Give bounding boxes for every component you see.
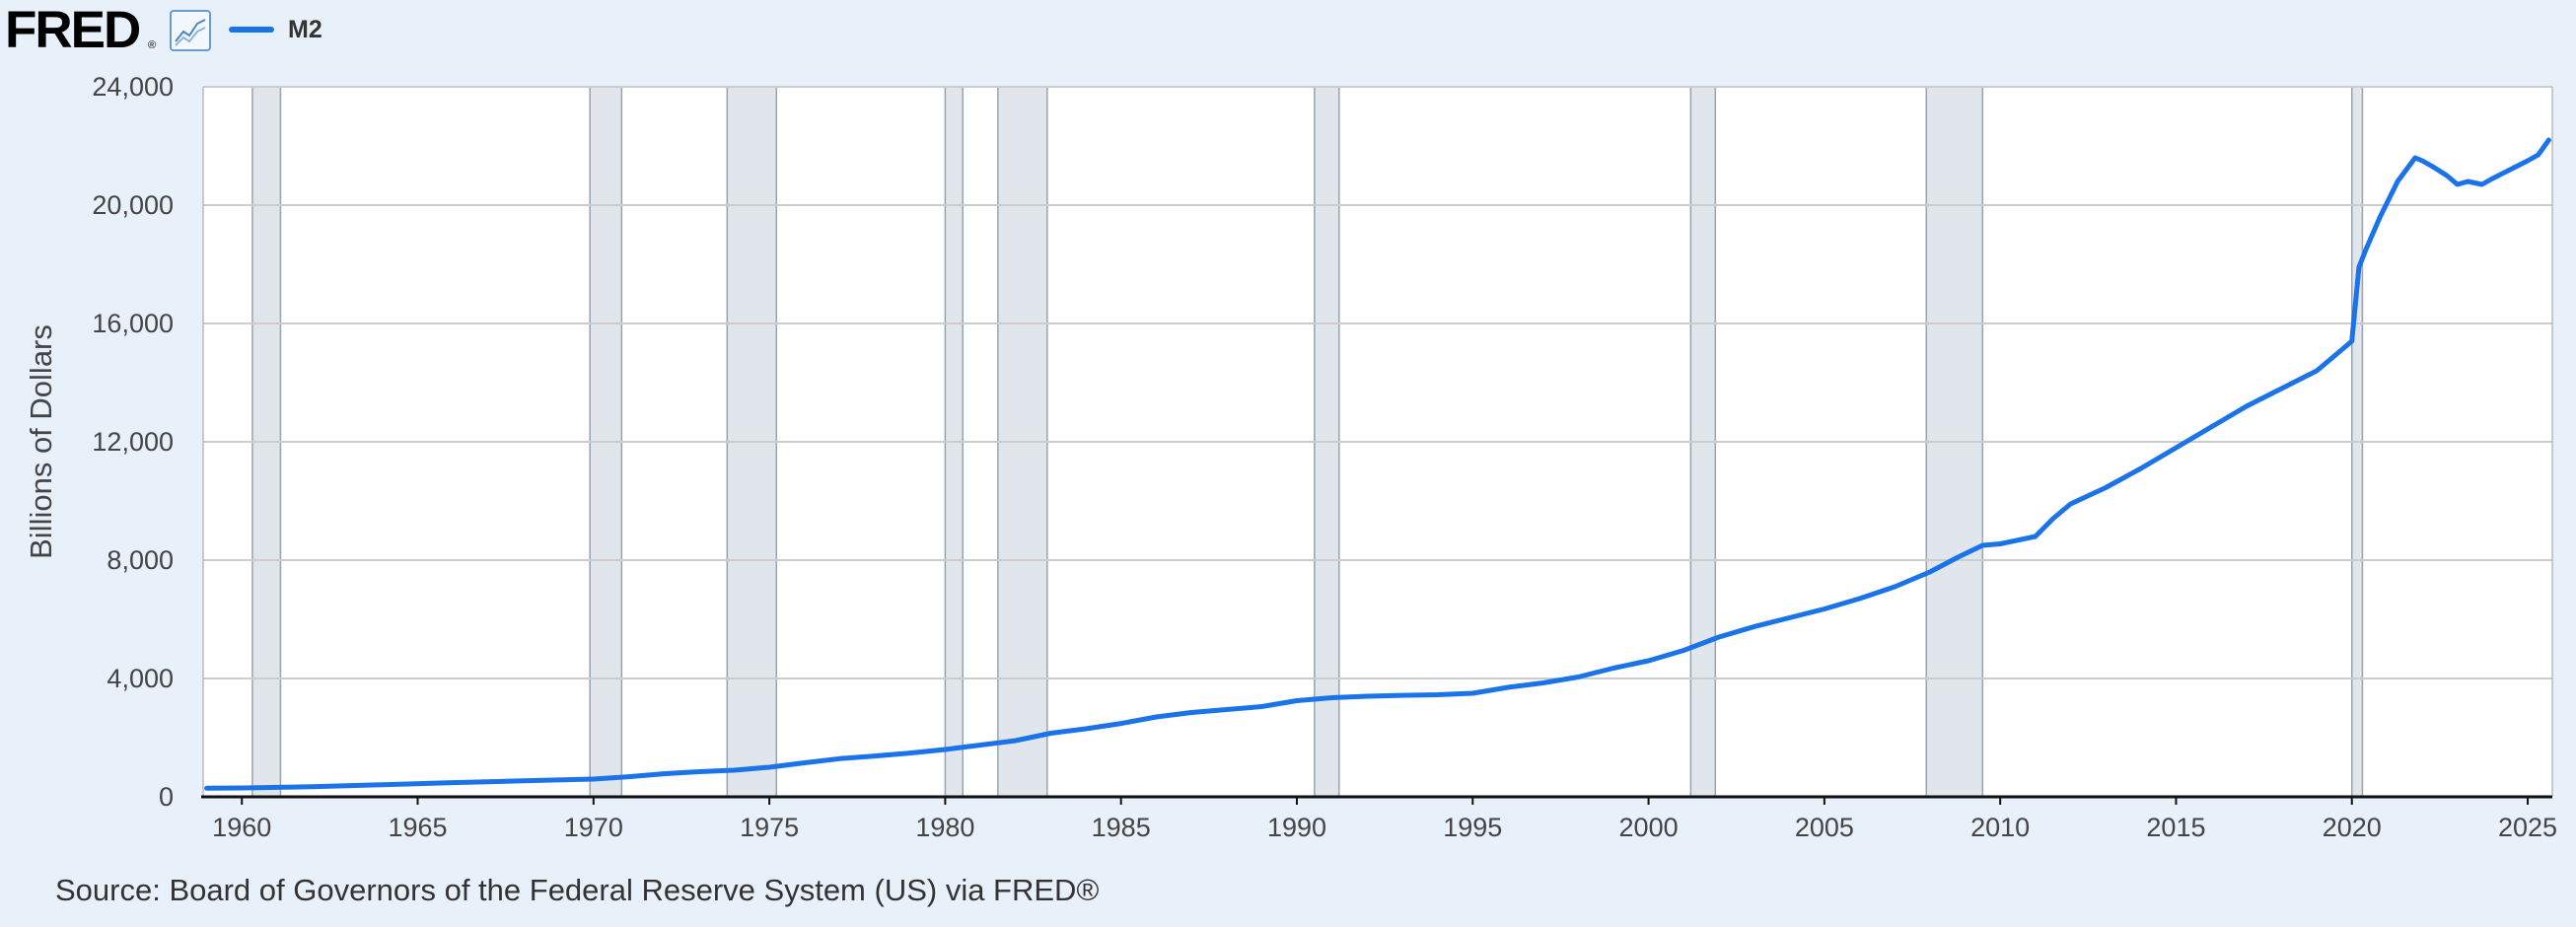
x-tick-label: 2015 [2146,813,2205,842]
x-tick-label: 1985 [1092,813,1151,842]
legend-label: M2 [288,15,322,43]
x-tick-label: 2025 [2498,813,2557,842]
line-graph-icon[interactable] [170,10,211,51]
x-tick-label: 2005 [1795,813,1854,842]
y-axis-label: Billions of Dollars [24,324,58,559]
y-tick-label: 24,000 [92,72,174,102]
x-tick-label: 1990 [1267,813,1326,842]
x-tick-label: 1995 [1443,813,1502,842]
y-tick-label: 8,000 [107,545,174,575]
line-graph-icon-glyph [175,19,206,46]
legend[interactable]: M2 [229,12,322,47]
x-tick-label: 1980 [915,813,974,842]
y-tick-label: 20,000 [92,190,174,220]
source-note: Source: Board of Governors of the Federa… [55,873,1100,907]
registered-mark: ® [148,39,157,51]
legend-swatch [229,27,274,33]
x-tick-label: 2000 [1619,813,1679,842]
x-tick-label: 1970 [564,813,623,842]
y-tick-label: 0 [159,782,174,812]
y-tick-label: 12,000 [92,427,174,457]
x-tick-label: 1960 [212,813,271,842]
x-tick-label: 1975 [740,813,799,842]
x-tick-label: 2010 [1970,813,2030,842]
series-line-m2 [204,137,2551,791]
x-tick-label: 1965 [388,813,447,842]
y-tick-label: 4,000 [107,664,174,693]
fred-logo[interactable]: FRED [5,1,141,59]
y-tick-label: 16,000 [92,309,174,338]
chart-header: FRED ® M2 [0,0,888,59]
x-tick-label: 2020 [2323,813,2382,842]
